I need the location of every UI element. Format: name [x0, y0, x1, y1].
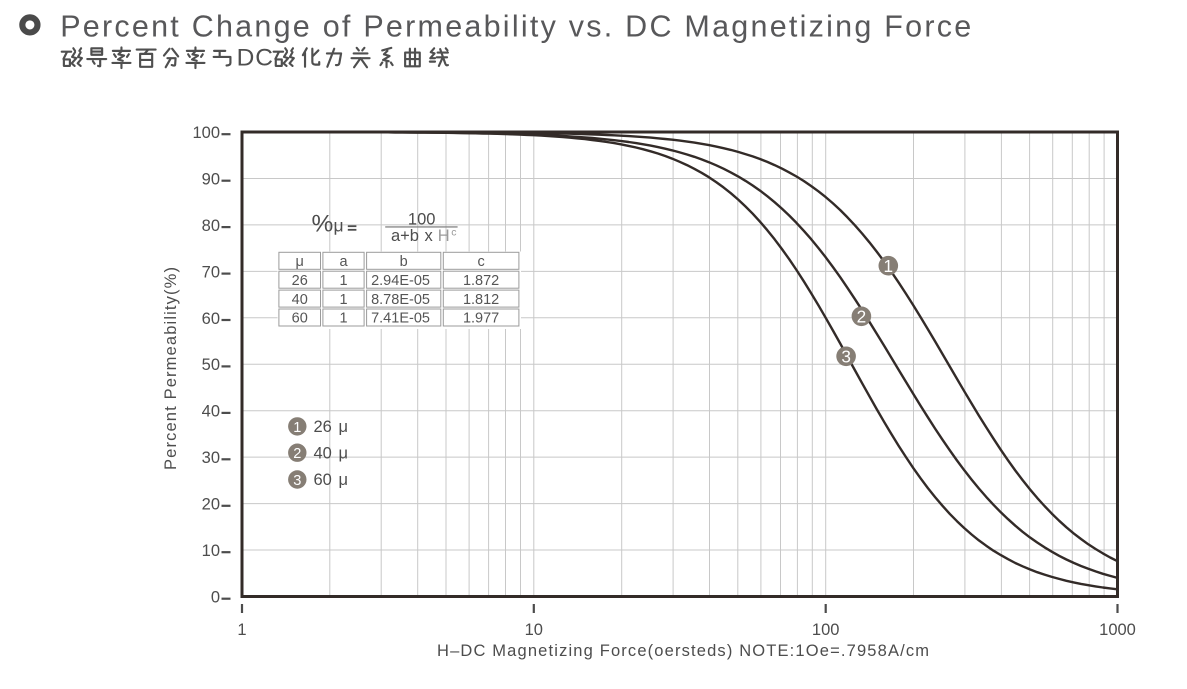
svg-text:b: b — [400, 254, 408, 270]
svg-text:1: 1 — [293, 420, 301, 436]
svg-text:1.872: 1.872 — [463, 273, 499, 289]
svg-text:2.94E-05: 2.94E-05 — [371, 273, 430, 289]
svg-text:26 μ: 26 μ — [314, 418, 348, 436]
svg-text:7.41E-05: 7.41E-05 — [371, 311, 430, 327]
svg-text:1: 1 — [339, 311, 347, 327]
svg-text:70: 70 — [202, 263, 220, 281]
svg-text:10: 10 — [202, 542, 220, 560]
svg-text:μ: μ — [296, 254, 304, 270]
svg-text:20: 20 — [202, 496, 220, 514]
svg-text:1.977: 1.977 — [463, 311, 499, 327]
svg-text:1: 1 — [884, 256, 894, 276]
svg-text:2: 2 — [293, 446, 301, 462]
svg-text:Percent Change of Permeability: Percent Change of Permeability vs. DC Ma… — [60, 10, 971, 44]
svg-text:%: % — [312, 211, 334, 238]
svg-text:60 μ: 60 μ — [314, 471, 348, 489]
svg-text:50: 50 — [202, 356, 220, 374]
svg-text:1000: 1000 — [1099, 621, 1136, 639]
svg-text:40 μ: 40 μ — [314, 444, 348, 462]
svg-text:60: 60 — [292, 311, 308, 327]
svg-text:8.78E-05: 8.78E-05 — [371, 292, 430, 308]
svg-text:90: 90 — [202, 171, 220, 189]
svg-text:60: 60 — [202, 310, 220, 328]
svg-text:0: 0 — [211, 589, 220, 607]
svg-text:26: 26 — [292, 273, 308, 289]
svg-text:3: 3 — [841, 346, 851, 366]
svg-text:H–DC Magnetizing Force(oersted: H–DC Magnetizing Force(oersteds) NOTE:1O… — [437, 642, 929, 660]
svg-text:100: 100 — [408, 210, 436, 228]
svg-text:3: 3 — [293, 473, 301, 489]
svg-text:1: 1 — [237, 621, 246, 639]
svg-text:1: 1 — [339, 292, 347, 308]
svg-text:DC: DC — [237, 45, 274, 72]
svg-text:μ: μ — [334, 216, 344, 236]
svg-text:80: 80 — [202, 217, 220, 235]
svg-text:10: 10 — [525, 621, 543, 639]
svg-text:a+b: a+b — [391, 227, 419, 245]
svg-text:x: x — [425, 227, 434, 245]
svg-text:40: 40 — [202, 403, 220, 421]
svg-text:1: 1 — [339, 273, 347, 289]
svg-text:c: c — [451, 226, 456, 238]
svg-text:c: c — [477, 254, 484, 270]
svg-text:100: 100 — [192, 124, 220, 142]
svg-text:100: 100 — [812, 621, 840, 639]
svg-text:40: 40 — [292, 292, 308, 308]
svg-text:H: H — [438, 227, 450, 245]
svg-text:1.812: 1.812 — [463, 292, 499, 308]
svg-text:2: 2 — [857, 306, 867, 326]
svg-text:Percent Permeability(%): Percent Permeability(%) — [162, 267, 180, 470]
svg-text:a: a — [339, 254, 348, 270]
svg-text:30: 30 — [202, 449, 220, 467]
